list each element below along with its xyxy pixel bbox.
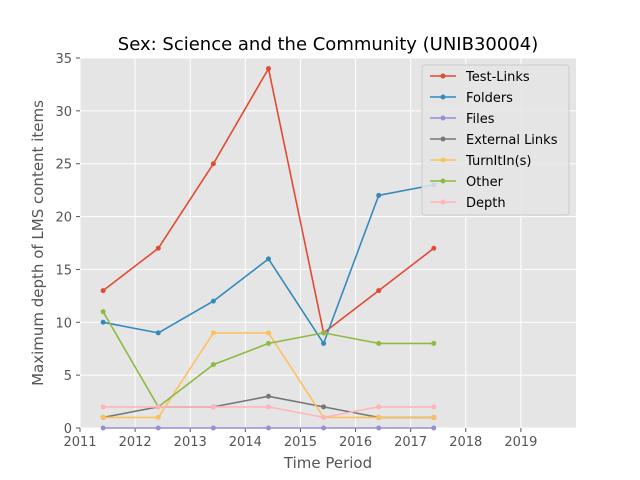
x-tick-label: 2019 (504, 435, 537, 450)
data-point-external-links (265, 393, 271, 399)
x-tick-label: 2011 (63, 435, 96, 450)
x-axis-label: Time Period (283, 454, 372, 472)
y-tick-label: 0 (64, 422, 72, 437)
legend-item: Other (430, 175, 504, 190)
series-group (100, 66, 437, 431)
x-axis-ticks: 2011 2012 2013 2014 2015 2016 2017 2018 2019 (63, 428, 537, 450)
data-point-files (321, 425, 327, 431)
x-tick-label: 2017 (394, 435, 427, 450)
data-point-other (210, 362, 216, 368)
data-point-depth (376, 404, 382, 410)
y-tick-label: 5 (64, 369, 72, 384)
data-point-depth (265, 404, 271, 410)
legend-label: Folders (466, 91, 513, 106)
data-point-external-links (321, 404, 327, 410)
legend-marker (440, 136, 446, 142)
x-tick-label: 2013 (174, 435, 207, 450)
legend-label: Test-Links (465, 70, 530, 85)
legend-label: External Links (466, 133, 558, 148)
data-point-files (431, 425, 437, 431)
legend-item: Folders (430, 91, 513, 106)
data-point-turnitin-s (376, 414, 382, 420)
data-point-folders (265, 256, 271, 262)
data-point-test-links (431, 245, 437, 251)
data-point-files (210, 425, 216, 431)
data-point-depth (100, 404, 106, 410)
x-tick-label: 2014 (229, 435, 262, 450)
x-tick-label: 2018 (449, 435, 482, 450)
x-tick-label: 2012 (119, 435, 152, 450)
y-tick-label: 10 (55, 316, 72, 331)
legend-label: Depth (466, 196, 506, 211)
data-point-other (321, 330, 327, 336)
legend-label: TurnItIn(s) (465, 154, 531, 169)
legend-marker (440, 94, 446, 100)
legend: Test-Links Folders Files External Links Turn… (421, 64, 570, 216)
data-point-test-links (155, 245, 161, 251)
legend-marker (440, 199, 446, 205)
legend-item: Depth (430, 196, 506, 211)
legend-label: Other (466, 175, 504, 190)
y-tick-label: 35 (55, 52, 72, 67)
legend-item: Test-Links (430, 70, 530, 85)
legend-marker (440, 115, 446, 121)
data-point-files (155, 425, 161, 431)
data-point-files (376, 425, 382, 431)
data-point-other (376, 340, 382, 346)
legend-item: TurnItIn(s) (430, 154, 531, 169)
data-point-depth (210, 404, 216, 410)
data-point-folders (376, 192, 382, 198)
data-point-other (431, 340, 437, 346)
data-point-test-links (100, 288, 106, 294)
legend-item: External Links (430, 133, 558, 148)
legend-item: Files (430, 112, 495, 127)
y-tick-label: 15 (55, 263, 72, 278)
y-tick-label: 25 (55, 158, 72, 173)
data-point-files (100, 425, 106, 431)
y-axis-ticks: 0 5 10 15 20 25 30 35 (55, 52, 80, 437)
data-point-turnitin-s (100, 414, 106, 420)
data-point-turnitin-s (265, 330, 271, 336)
data-point-folders (321, 340, 327, 346)
data-point-other (100, 309, 106, 315)
data-point-folders (210, 298, 216, 304)
chart-title: Sex: Science and the Community (UNIB3000… (118, 34, 538, 55)
data-point-test-links (210, 161, 216, 167)
y-tick-label: 30 (55, 105, 72, 120)
y-axis-label: Maximum depth of LMS content items (29, 100, 47, 386)
data-point-test-links (376, 288, 382, 294)
legend-marker (440, 178, 446, 184)
data-point-other (265, 340, 271, 346)
data-point-depth (155, 404, 161, 410)
x-tick-label: 2015 (284, 435, 317, 450)
series-depth (100, 404, 437, 420)
data-point-turnitin-s (431, 414, 437, 420)
data-point-files (265, 425, 271, 431)
series-files (100, 425, 437, 431)
x-tick-label: 2016 (339, 435, 372, 450)
data-point-folders (100, 319, 106, 325)
legend-label: Files (466, 112, 495, 127)
data-point-depth (431, 404, 437, 410)
data-point-test-links (265, 66, 271, 72)
data-point-folders (155, 330, 161, 336)
legend-marker (440, 73, 446, 79)
legend-marker (440, 157, 446, 163)
data-point-turnitin-s (210, 330, 216, 336)
y-tick-label: 20 (55, 211, 72, 226)
data-point-turnitin-s (155, 414, 161, 420)
data-point-depth (321, 414, 327, 420)
legend-box (421, 64, 570, 216)
